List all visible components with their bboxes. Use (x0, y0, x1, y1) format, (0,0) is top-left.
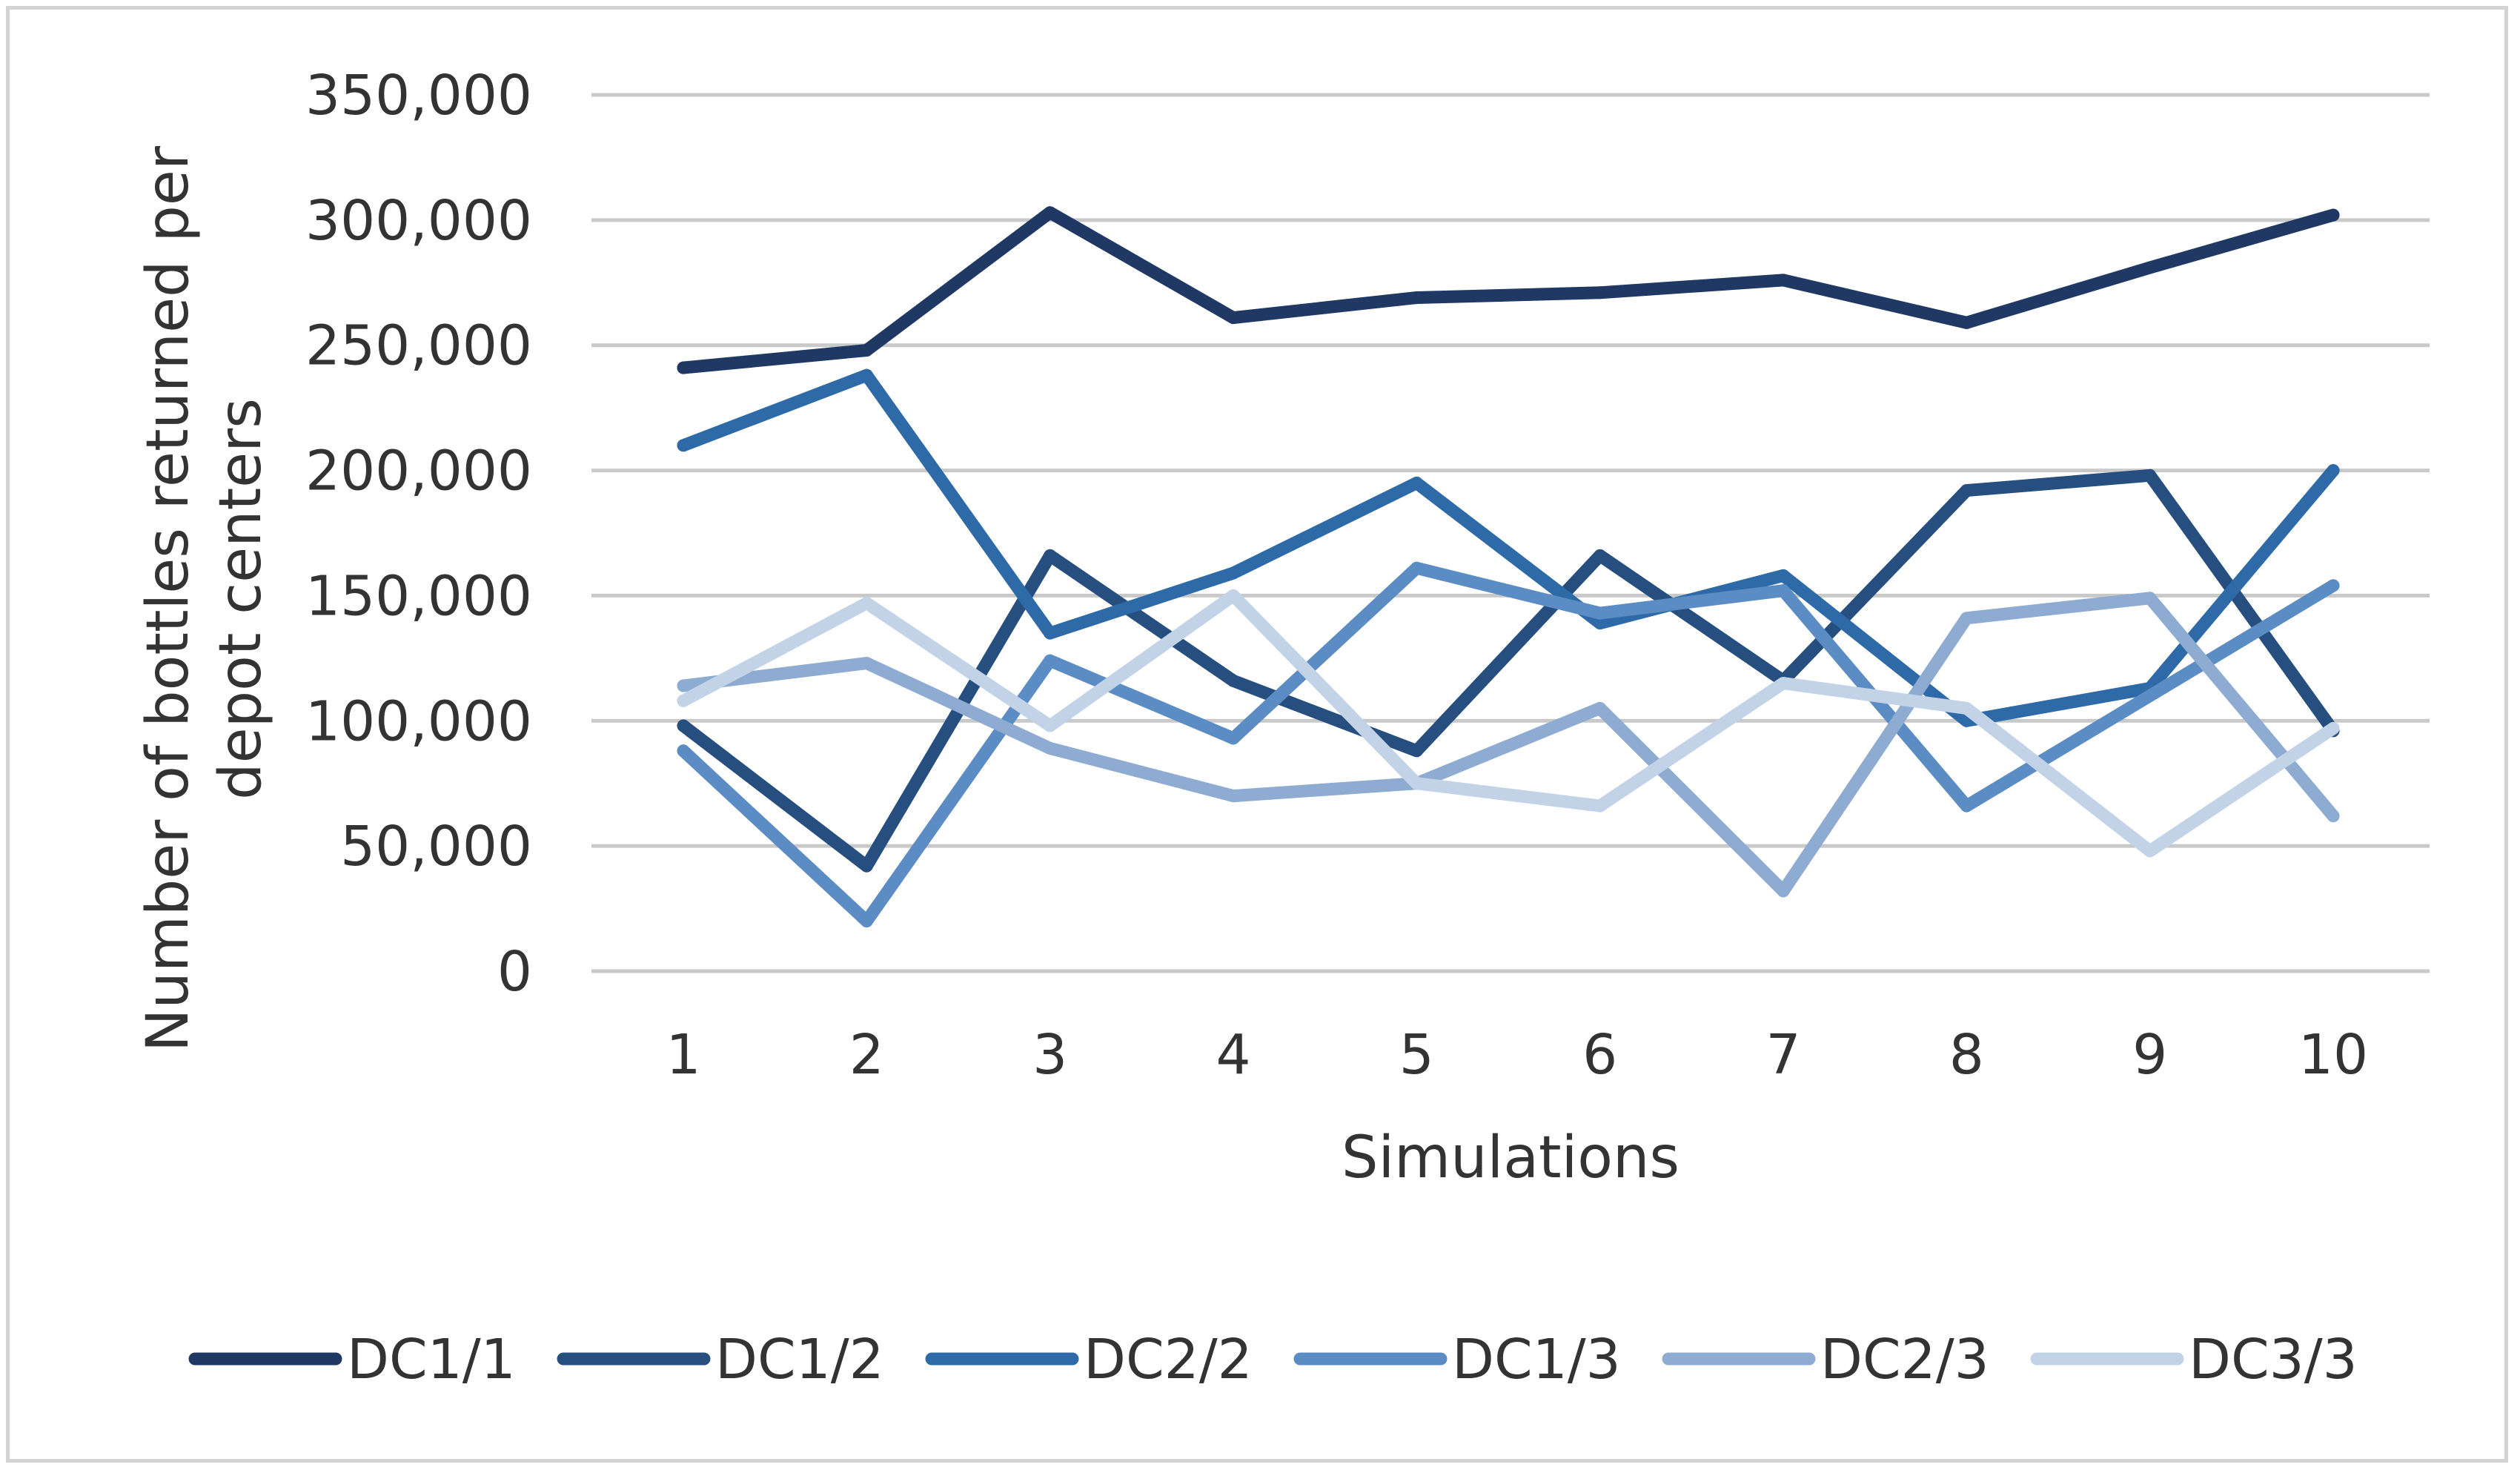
data-point-DC2-2-2 (860, 368, 873, 382)
data-point-DC3-3-7 (1777, 677, 1790, 690)
data-point-DC1-1-10 (2327, 208, 2340, 222)
data-point-DC3-3-6 (1594, 799, 1607, 813)
data-point-DC3-3-2 (860, 597, 873, 610)
data-point-DC2-3-10 (2327, 810, 2340, 823)
data-point-DC1-3-9 (2143, 689, 2157, 703)
data-point-DC3-3-4 (1227, 589, 1240, 602)
data-point-DC1-2-3 (1044, 549, 1057, 562)
y-tick-label: 300,000 (305, 189, 532, 253)
x-tick-label: 9 (2132, 1023, 2167, 1087)
data-point-DC1-1-3 (1044, 206, 1057, 219)
y-tick-label: 100,000 (305, 689, 532, 753)
series-lines (677, 206, 2340, 927)
x-tick-label: 4 (1216, 1023, 1250, 1087)
data-point-DC1-2-9 (2143, 469, 2157, 482)
data-point-DC1-1-9 (2143, 261, 2157, 274)
series-line-DC2-2 (677, 368, 2340, 727)
legend-label-DC1-2: DC1/2 (715, 1328, 884, 1391)
y-axis-title-line-1: Number of bottles returned per (135, 145, 202, 1052)
data-point-DC1-3-8 (1960, 799, 1973, 813)
legend-label-DC1-3: DC1/3 (1452, 1328, 1621, 1391)
legend-label-DC2-3: DC2/3 (1820, 1328, 1989, 1391)
data-point-DC2-3-9 (2143, 592, 2157, 605)
data-point-DC2-3-4 (1227, 790, 1240, 803)
data-point-DC2-2-10 (2327, 464, 2340, 477)
y-tick-label: 250,000 (305, 314, 532, 378)
legend-label-DC3-3: DC3/3 (2189, 1328, 2358, 1391)
data-point-DC2-2-4 (1227, 566, 1240, 580)
x-tick-label: 5 (1399, 1023, 1434, 1087)
data-point-DC2-2-5 (1410, 476, 1423, 489)
x-tick-label: 2 (849, 1023, 884, 1087)
data-point-DC1-3-2 (860, 914, 873, 927)
data-point-DC2-2-7 (1777, 569, 1790, 582)
data-point-DC1-2-4 (1227, 674, 1240, 687)
legend-label-DC2-2: DC2/2 (1084, 1328, 1253, 1391)
data-point-DC1-1-8 (1960, 316, 1973, 329)
data-point-DC1-2-2 (860, 859, 873, 873)
data-point-DC1-1-2 (860, 343, 873, 357)
y-axis-ticks: 0 50,000 100,000 150,000 200,000 250,000 300,0… (305, 64, 532, 1004)
data-point-DC3-3-1 (677, 694, 690, 707)
gridlines (591, 93, 2430, 973)
x-tick-label: 7 (1765, 1023, 1800, 1087)
data-point-DC1-2-6 (1594, 549, 1607, 562)
data-point-DC1-3-10 (2327, 579, 2340, 592)
data-point-DC1-3-6 (1594, 606, 1607, 620)
data-point-DC2-3-1 (677, 679, 690, 692)
data-point-DC1-3-3 (1044, 654, 1057, 667)
data-point-DC1-3-7 (1777, 584, 1790, 598)
legend-label-DC1-1: DC1/1 (347, 1328, 516, 1391)
data-point-DC2-2-1 (677, 439, 690, 452)
y-tick-label: 50,000 (340, 815, 532, 878)
data-point-DC2-2-6 (1594, 617, 1607, 630)
x-tick-label: 3 (1032, 1023, 1067, 1087)
data-point-DC1-3-4 (1227, 732, 1240, 745)
data-point-DC3-3-5 (1410, 777, 1423, 790)
data-point-DC1-1-4 (1227, 311, 1240, 325)
data-point-DC3-3-8 (1960, 701, 1973, 715)
series-line-DC1-3 (677, 561, 2340, 927)
chart-frame: 0 50,000 100,000 150,000 200,000 250,000 300,0… (6, 6, 2508, 1463)
data-point-DC2-2-3 (1044, 626, 1057, 640)
data-point-DC1-2-5 (1410, 744, 1423, 758)
data-point-DC1-3-5 (1410, 561, 1423, 575)
legend: DC1/1 DC1/2 DC2/2 DC1/3 DC2/3 DC3/3 (188, 1328, 2358, 1391)
y-tick-label: 0 (497, 940, 532, 1004)
x-tick-label: 8 (1949, 1023, 1984, 1087)
series-line-DC3-3 (677, 589, 2340, 858)
x-axis-title: Simulations (1342, 1125, 1680, 1191)
data-point-DC2-3-7 (1777, 884, 1790, 898)
data-point-DC1-1-5 (1410, 291, 1423, 305)
x-axis-ticks: 1 2 3 4 5 6 7 8 9 10 (666, 1023, 2368, 1087)
x-tick-label: 10 (2298, 1023, 2368, 1087)
data-point-DC1-1-6 (1594, 286, 1607, 299)
data-point-DC2-3-2 (860, 657, 873, 670)
data-point-DC2-3-6 (1594, 701, 1607, 715)
data-point-DC2-3-3 (1044, 741, 1057, 755)
data-point-DC1-2-8 (1960, 484, 1973, 497)
y-axis-title-line-2: depot centers (208, 398, 274, 800)
line-chart: 0 50,000 100,000 150,000 200,000 250,000 300,0… (135, 64, 2430, 1391)
y-tick-label: 350,000 (305, 64, 532, 128)
y-tick-label: 200,000 (305, 440, 532, 503)
data-point-DC3-3-3 (1044, 719, 1057, 732)
x-tick-label: 1 (666, 1023, 700, 1087)
data-point-DC1-3-1 (677, 744, 690, 758)
x-tick-label: 6 (1582, 1023, 1617, 1087)
series-line-DC1-1 (677, 206, 2340, 374)
series-line-DC2-3 (677, 592, 2340, 898)
data-point-DC1-1-1 (677, 361, 690, 374)
data-point-DC2-3-8 (1960, 612, 1973, 625)
data-point-DC1-1-7 (1777, 274, 1790, 287)
data-point-DC3-3-10 (2327, 721, 2340, 735)
data-point-DC1-2-1 (677, 719, 690, 732)
data-point-DC3-3-9 (2143, 844, 2157, 858)
y-tick-label: 150,000 (305, 564, 532, 628)
